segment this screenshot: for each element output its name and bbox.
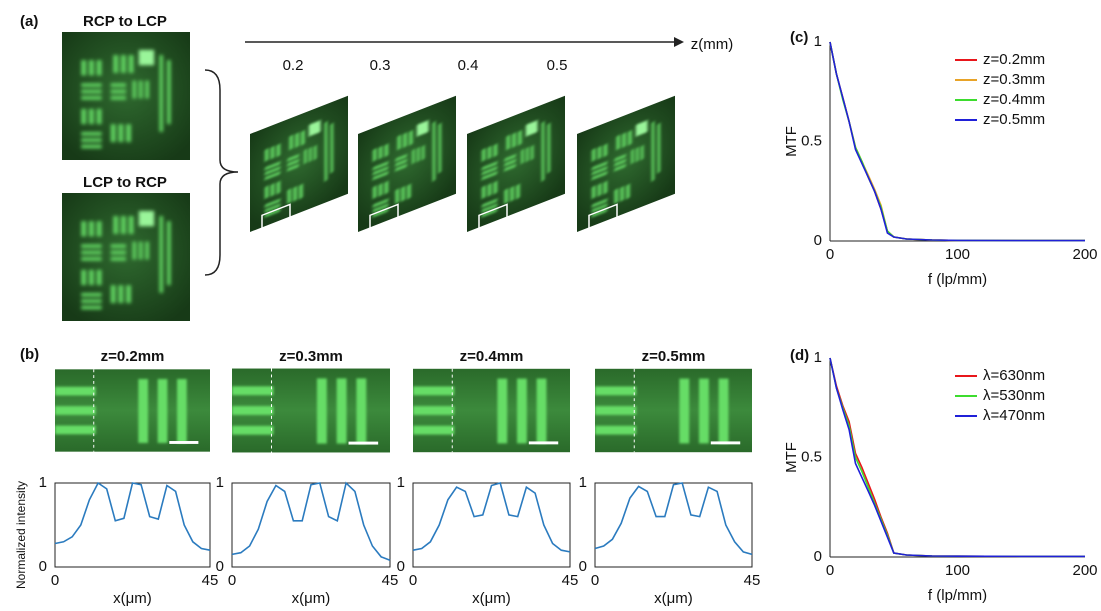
image <box>62 193 190 321</box>
x-axis-label: x(μm) <box>472 590 511 606</box>
y-tick-label: 1 <box>216 474 224 491</box>
x-tick-label: 0 <box>826 562 834 579</box>
x-tick-label: 200 <box>1072 562 1097 579</box>
chart-title: z=0.4mm <box>460 348 524 365</box>
image <box>250 96 348 232</box>
image <box>577 96 675 232</box>
image <box>55 369 210 451</box>
x-tick-label: 45 <box>202 572 219 589</box>
roi-box <box>261 203 291 237</box>
x-tick-label: 0 <box>826 246 834 263</box>
legend-label: z=0.3mm <box>983 71 1045 88</box>
plot-frame <box>231 482 391 568</box>
x-axis-label: x(μm) <box>654 590 693 606</box>
legend-label: λ=630nm <box>983 367 1045 384</box>
legend-label: λ=470nm <box>983 407 1045 424</box>
data-line <box>829 357 1085 558</box>
z-tick-label: 0.2 <box>283 57 304 74</box>
data-line <box>829 41 1085 242</box>
image <box>467 96 565 232</box>
z-axis-label: z(mm) <box>691 36 733 53</box>
input-label: RCP to LCP <box>83 13 167 30</box>
y-tick-label: 1 <box>39 474 47 491</box>
y-tick-label: 0.5 <box>801 448 822 465</box>
input-label: LCP to RCP <box>83 174 167 191</box>
y-tick-label: 0 <box>579 558 587 575</box>
x-tick-label: 100 <box>945 246 970 263</box>
y-axis-label: MTF <box>783 442 800 473</box>
image <box>413 369 570 452</box>
legend-label: λ=530nm <box>983 387 1045 404</box>
image <box>62 32 190 160</box>
data-line <box>829 41 1085 242</box>
panel-label: (b) <box>20 346 39 363</box>
legend-label: z=0.5mm <box>983 111 1045 128</box>
z-tick-label: 0.5 <box>547 57 568 74</box>
data-line <box>829 357 1085 558</box>
y-tick-label: 1 <box>397 474 405 491</box>
sheared-image <box>250 96 348 237</box>
chart-title: z=0.3mm <box>279 348 343 365</box>
z-images <box>250 96 675 237</box>
data-line <box>829 41 1085 242</box>
y-tick-label: 0.5 <box>801 132 822 149</box>
y-axis-label: MTF <box>783 126 800 157</box>
x-axis-label: f (lp/mm) <box>928 587 987 604</box>
y-tick-label: 0 <box>814 232 822 249</box>
y-tick-label: 0 <box>814 548 822 565</box>
x-axis-label: x(μm) <box>292 590 331 606</box>
y-tick-label: 0 <box>216 558 224 575</box>
sheared-image <box>358 96 456 237</box>
data-line <box>54 481 211 551</box>
chart-title: z=0.5mm <box>642 348 706 365</box>
sheared-image <box>577 96 675 237</box>
panel-label: (a) <box>20 13 38 30</box>
x-tick-label: 0 <box>51 572 59 589</box>
data-line <box>412 482 571 553</box>
x-axis-label: f (lp/mm) <box>928 271 987 288</box>
data-line <box>594 482 753 556</box>
data-line <box>829 357 1085 558</box>
x-tick-label: 100 <box>945 562 970 579</box>
x-tick-label: 0 <box>591 572 599 589</box>
x-tick-label: 45 <box>744 572 761 589</box>
plot-frame <box>412 482 571 568</box>
image <box>232 369 390 453</box>
roi-box <box>369 203 399 237</box>
x-tick-label: 45 <box>382 572 399 589</box>
data-line <box>829 41 1085 242</box>
data-line <box>231 481 391 562</box>
panel-label: (c) <box>790 29 808 46</box>
legend-label: z=0.2mm <box>983 51 1045 68</box>
panel-label: (d) <box>790 347 809 364</box>
x-tick-label: 0 <box>228 572 236 589</box>
plot-frame <box>594 482 753 568</box>
image <box>358 96 456 232</box>
legend-label: z=0.4mm <box>983 91 1045 108</box>
brace <box>204 69 239 276</box>
x-tick-label: 200 <box>1072 246 1097 263</box>
image <box>595 369 752 452</box>
y-tick-label: 0 <box>397 558 405 575</box>
x-tick-label: 0 <box>409 572 417 589</box>
y-tick-label: 0 <box>39 558 47 575</box>
sheared-image <box>467 96 565 237</box>
roi-box <box>478 203 508 237</box>
x-tick-label: 45 <box>562 572 579 589</box>
z-tick-label: 0.3 <box>370 57 391 74</box>
x-axis-label: x(μm) <box>113 590 152 606</box>
arrow <box>674 37 684 47</box>
y-tick-label: 1 <box>579 474 587 491</box>
z-tick-label: 0.4 <box>458 57 479 74</box>
y-axis-label: Normalized intensity <box>14 481 28 589</box>
chart-title: z=0.2mm <box>101 348 165 365</box>
plot-frame <box>54 482 211 568</box>
roi-box <box>588 203 618 237</box>
y-tick-label: 1 <box>814 349 822 366</box>
y-tick-label: 1 <box>814 33 822 50</box>
